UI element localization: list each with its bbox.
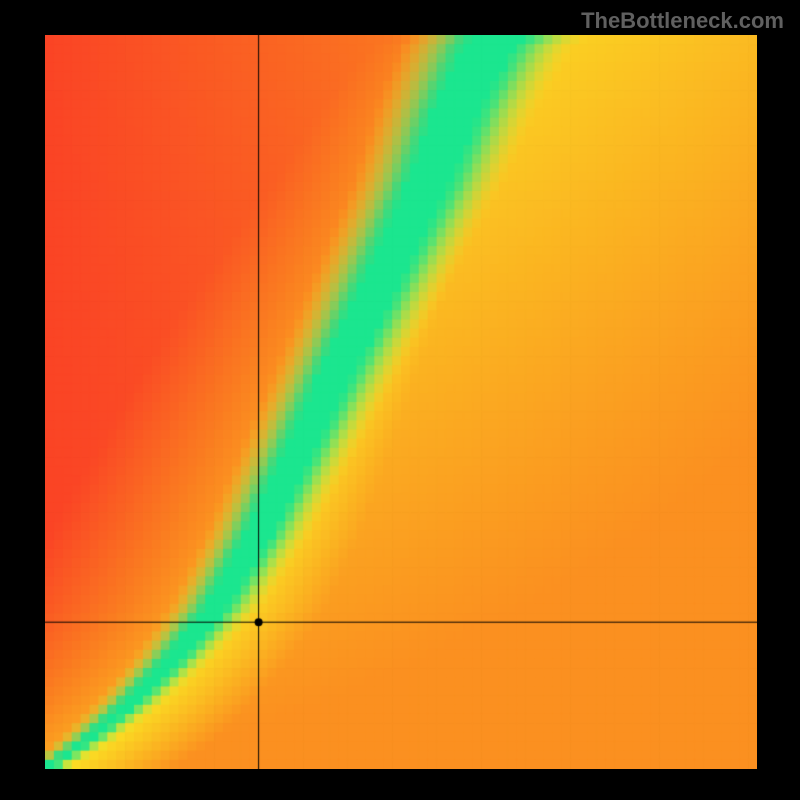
bottleneck-heatmap: [45, 35, 757, 769]
chart-container: TheBottleneck.com: [0, 0, 800, 800]
watermark-text: TheBottleneck.com: [581, 8, 784, 34]
